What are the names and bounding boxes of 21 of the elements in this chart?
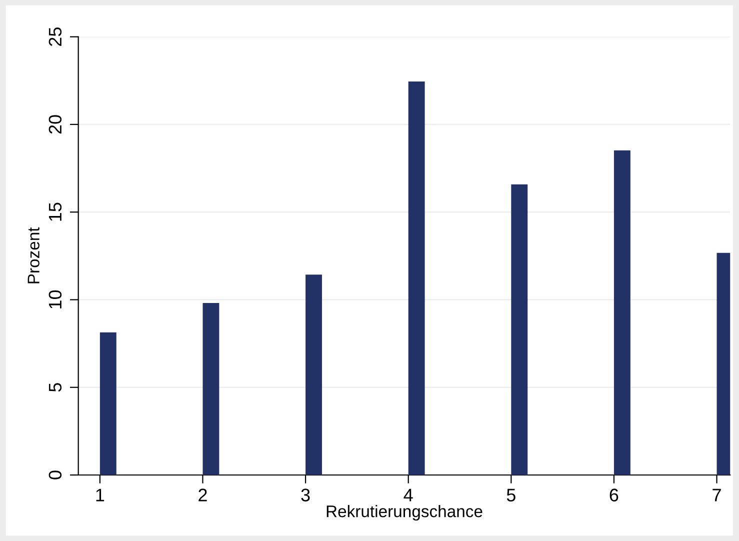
x-tick-label: 6 bbox=[610, 488, 618, 502]
bar bbox=[408, 81, 425, 475]
x-tick-label: 7 bbox=[712, 488, 721, 502]
bar bbox=[306, 274, 322, 475]
x-tick-label: 4 bbox=[404, 488, 413, 502]
x-tick-label: 3 bbox=[301, 488, 310, 502]
x-tick-label: 1 bbox=[96, 488, 104, 502]
y-tick-label: 25 bbox=[48, 28, 62, 46]
y-tick-label: 10 bbox=[48, 290, 62, 308]
bar bbox=[202, 303, 220, 475]
x-axis-title: Rekrutierungschance bbox=[326, 505, 482, 521]
bar bbox=[614, 150, 630, 475]
y-tick-label: 15 bbox=[48, 202, 62, 221]
y-tick-label: 5 bbox=[48, 383, 62, 392]
y-tick-label: 0 bbox=[48, 470, 62, 480]
bar bbox=[511, 184, 528, 475]
y-tick-label: 20 bbox=[48, 115, 62, 134]
x-tick-label: 5 bbox=[506, 488, 516, 502]
bar bbox=[100, 332, 116, 475]
y-axis-title: Prozent bbox=[28, 227, 40, 284]
x-tick-label: 2 bbox=[198, 488, 207, 502]
